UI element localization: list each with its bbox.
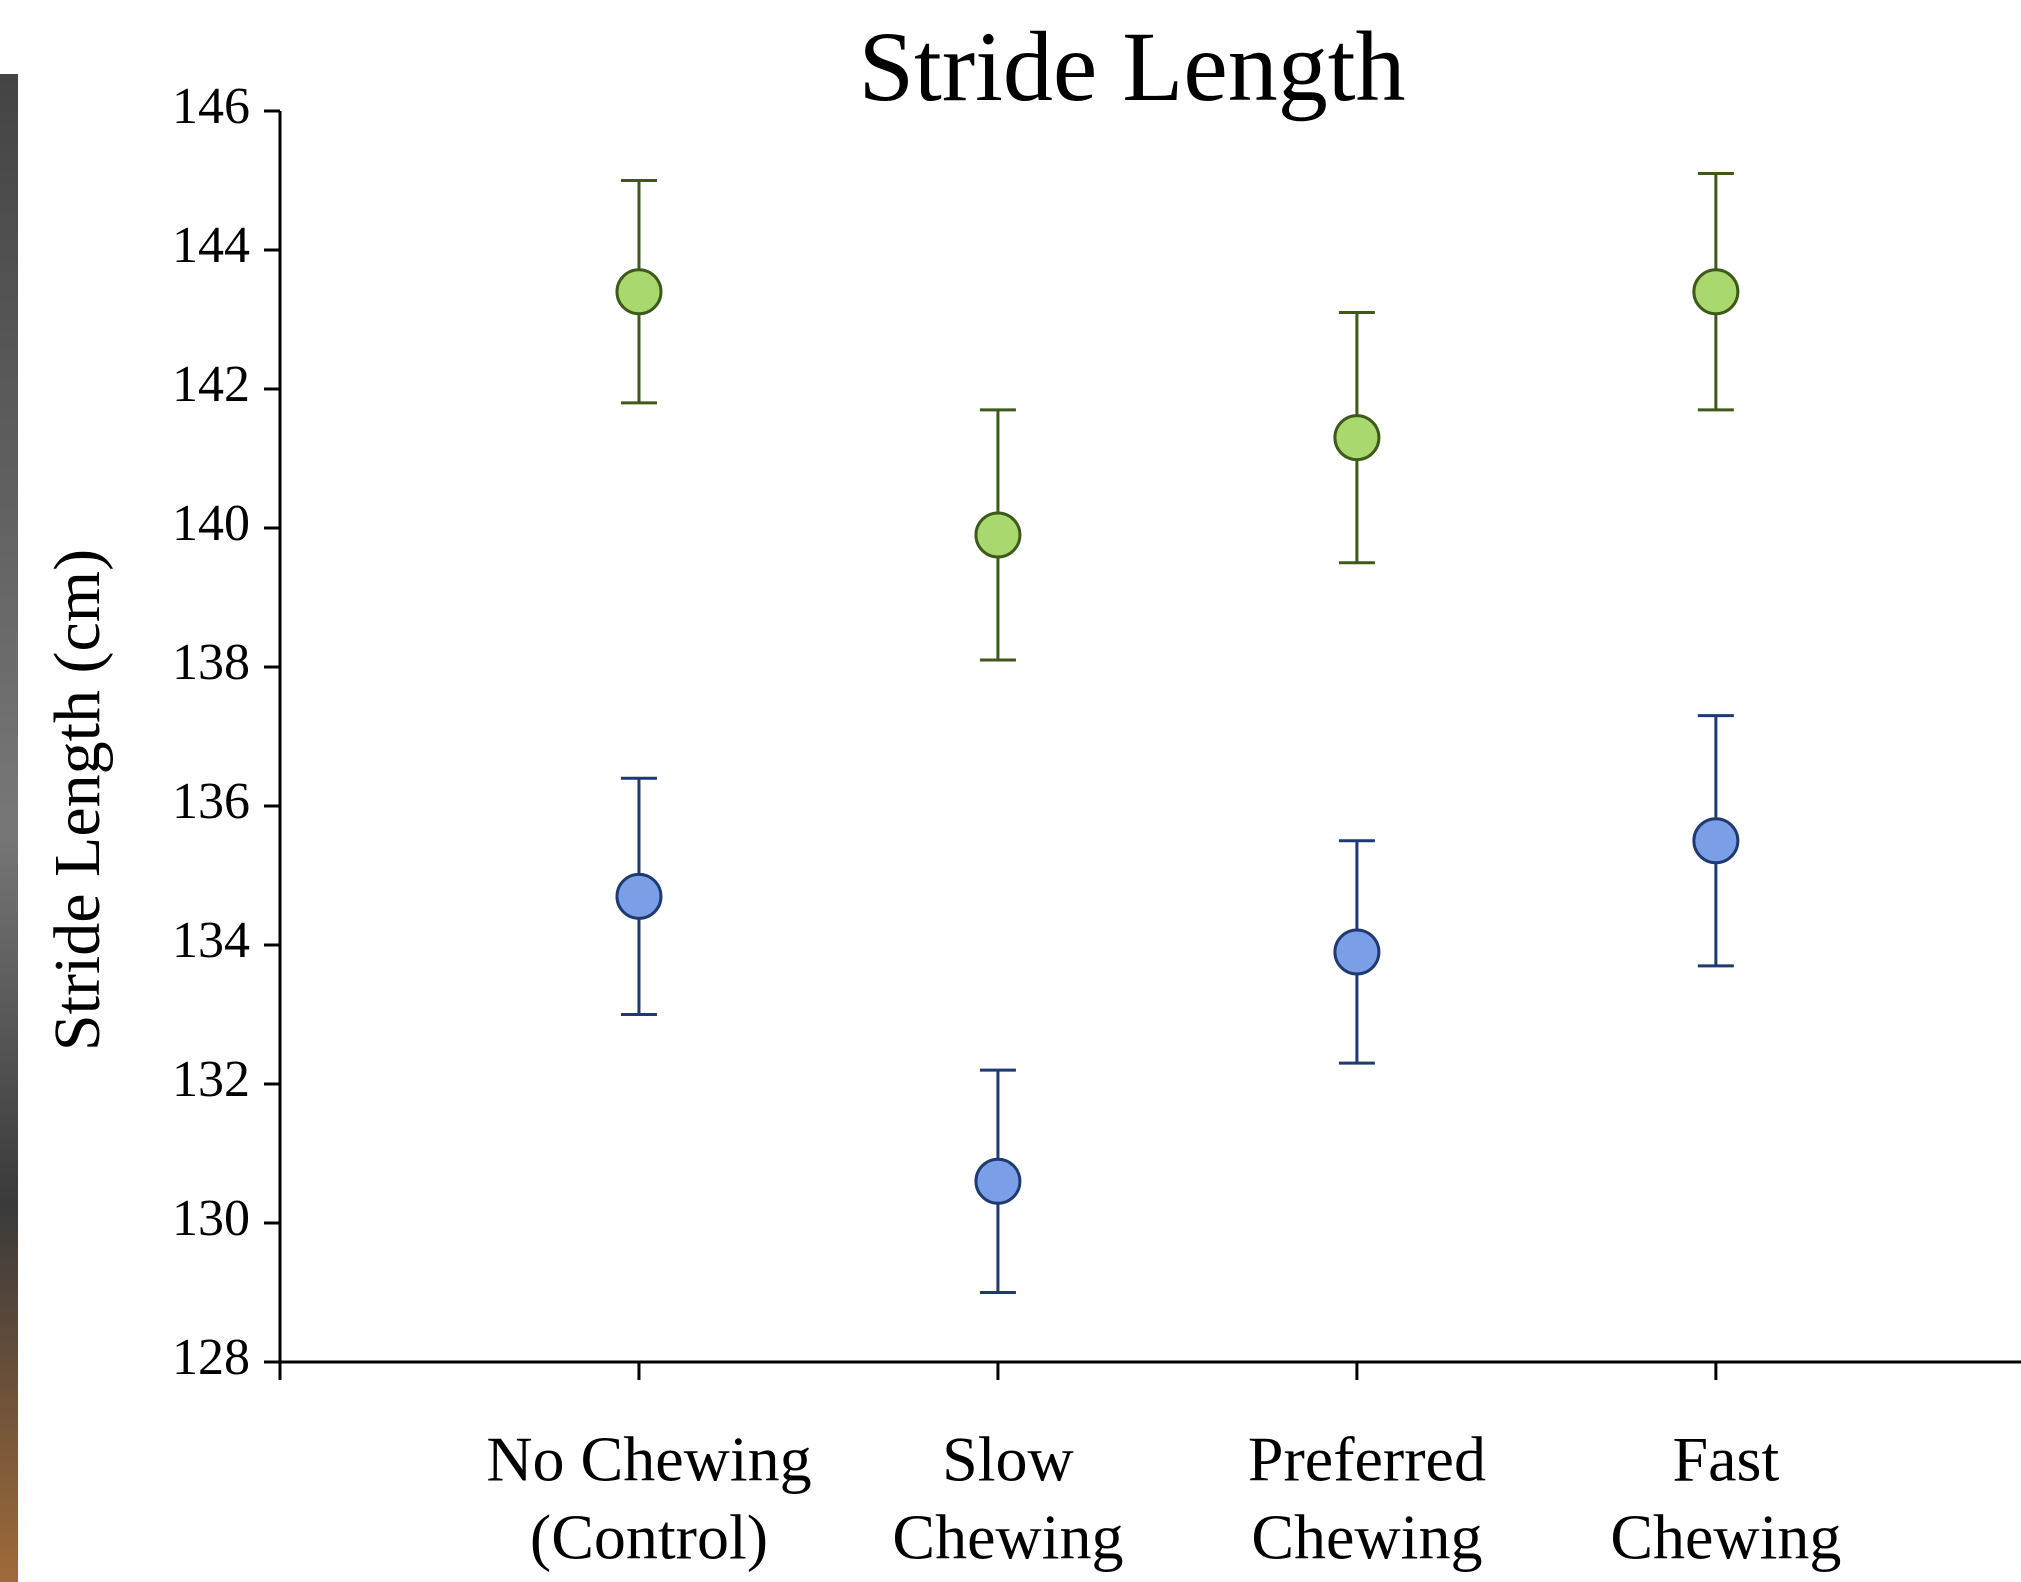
x-tick-label: Chewing — [1610, 1502, 1841, 1573]
marker — [974, 511, 1022, 559]
marker — [615, 268, 663, 316]
y-tick-label: 130 — [172, 1190, 250, 1247]
y-tick-label: 128 — [172, 1329, 250, 1386]
chart-title: Stride Length — [858, 11, 1405, 122]
y-tick-label: 146 — [172, 78, 250, 135]
y-tick-label: 132 — [172, 1051, 250, 1108]
x-tick-label: Chewing — [1251, 1502, 1482, 1573]
x-tick-label: No Chewing — [486, 1424, 811, 1495]
marker — [1692, 268, 1740, 316]
marker — [1333, 928, 1381, 976]
photo-strip — [0, 74, 18, 1582]
marker — [1692, 817, 1740, 865]
y-tick-label: 140 — [172, 495, 250, 552]
y-tick-label: 144 — [172, 217, 250, 274]
y-tick-label: 142 — [172, 356, 250, 413]
y-tick-label: 134 — [172, 912, 250, 969]
x-tick-label: Fast — [1673, 1424, 1780, 1495]
x-tick-label: Preferred — [1248, 1424, 1486, 1495]
y-tick-label: 136 — [172, 773, 250, 830]
x-tick-label: Chewing — [892, 1502, 1123, 1573]
marker — [974, 1157, 1022, 1205]
marker — [615, 872, 663, 920]
x-tick-label: (Control) — [530, 1502, 768, 1573]
marker — [1333, 414, 1381, 462]
x-tick-label: Slow — [942, 1424, 1074, 1495]
y-tick-label: 138 — [172, 634, 250, 691]
y-axis-label: Stride Length (cm) — [41, 549, 114, 1051]
